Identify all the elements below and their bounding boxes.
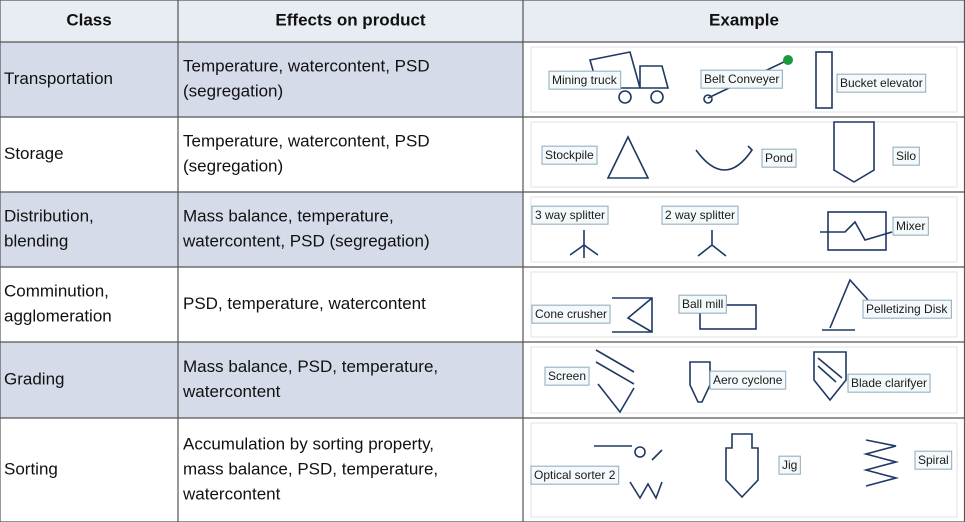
label-box <box>892 146 920 166</box>
effects-text: watercontent <box>182 382 281 401</box>
label-box <box>700 69 783 89</box>
effects-text: Mass balance, temperature, <box>183 206 394 225</box>
disk-icon <box>822 278 869 331</box>
effects-text: mass balance, PSD, temperature, <box>183 459 438 478</box>
label-box <box>862 299 952 319</box>
mixer-flow <box>820 220 893 241</box>
effects-text: Temperature, watercontent, PSD <box>183 131 430 150</box>
class-text: Comminution, <box>4 281 109 300</box>
splitter3-icon <box>569 230 599 258</box>
label-box <box>531 205 609 225</box>
label-box <box>761 148 797 168</box>
example-label: 3 way splitter <box>535 208 605 222</box>
splitter2-icon <box>697 230 727 257</box>
row-bg <box>0 342 523 418</box>
example-label: Mining truck <box>552 73 618 87</box>
class-text: agglomeration <box>4 306 112 325</box>
example-label: Cone crusher <box>535 307 607 321</box>
wheel <box>650 90 664 104</box>
class-text: Storage <box>4 144 64 163</box>
effects-text: Temperature, watercontent, PSD <box>183 56 430 75</box>
example-label: Spiral <box>918 453 949 467</box>
class-text: Transportation <box>4 69 113 88</box>
effects-text: watercontent, PSD (segregation) <box>182 231 430 250</box>
label-box <box>892 216 929 236</box>
class-text: Sorting <box>4 459 58 478</box>
label-box <box>678 294 727 314</box>
conveyor-head <box>783 55 793 65</box>
icons <box>569 51 900 500</box>
class-text: blending <box>4 231 68 250</box>
wheel <box>618 90 632 104</box>
label-box <box>914 450 953 470</box>
elevator-icon <box>815 51 833 109</box>
label-box <box>548 70 622 90</box>
spiral-icon <box>862 439 900 487</box>
mill-icon <box>699 304 757 330</box>
jig-icon <box>725 433 759 499</box>
header-cell: Effects on product <box>275 10 426 29</box>
sorter-icon <box>594 445 663 500</box>
screen-icon <box>595 349 635 414</box>
label-box <box>836 73 927 93</box>
pond-icon <box>695 145 754 171</box>
example-label: Pond <box>765 151 793 165</box>
label-box <box>847 373 931 393</box>
example-label: Mixer <box>896 219 925 233</box>
crusher-icon <box>612 297 653 333</box>
example-label: Blade clarifyer <box>851 376 927 390</box>
clarifier-icon <box>813 351 847 402</box>
conveyor-tail <box>703 94 713 104</box>
stockpile-icon <box>606 135 650 179</box>
label-box <box>541 145 598 165</box>
example-label: Ball mill <box>682 297 723 311</box>
label-box <box>709 370 787 390</box>
example-label: Screen <box>548 369 586 383</box>
header-bg <box>0 0 965 42</box>
example-label: Pelletizing Disk <box>866 302 948 316</box>
row-bg <box>0 192 523 267</box>
effects-text: (segregation) <box>183 156 283 175</box>
row-bg <box>0 42 523 117</box>
label-box <box>778 455 801 475</box>
effects-text: Mass balance, PSD, temperature, <box>183 357 438 376</box>
example-label: Belt Conveyer <box>704 72 779 86</box>
example-box <box>530 121 958 188</box>
cyclone-icon <box>689 361 711 403</box>
example-label: Stockpile <box>545 148 594 162</box>
label-box <box>531 304 611 324</box>
header-cell: Class <box>66 10 111 29</box>
example-label: 2 way splitter <box>665 208 735 222</box>
label-box <box>544 366 590 386</box>
example-label: Bucket elevator <box>840 76 923 90</box>
effects-text: PSD, temperature, watercontent <box>183 294 426 313</box>
class-text: Grading <box>4 369 64 388</box>
effects-text: Accumulation by sorting property, <box>183 434 434 453</box>
effects-text: (segregation) <box>183 81 283 100</box>
example-label: Aero cyclone <box>713 373 783 387</box>
label-box <box>530 465 620 485</box>
header-cell: Example <box>709 10 779 29</box>
effects-text: watercontent <box>182 484 281 503</box>
example-label: Optical sorter 2 <box>534 468 616 482</box>
label-box <box>661 205 739 225</box>
mixer-icon <box>827 211 887 251</box>
silo-icon <box>833 121 875 183</box>
example-label: Jig <box>782 458 797 472</box>
example-label: Silo <box>896 149 916 163</box>
class-text: Distribution, <box>4 206 94 225</box>
sorter-ball <box>634 446 646 458</box>
